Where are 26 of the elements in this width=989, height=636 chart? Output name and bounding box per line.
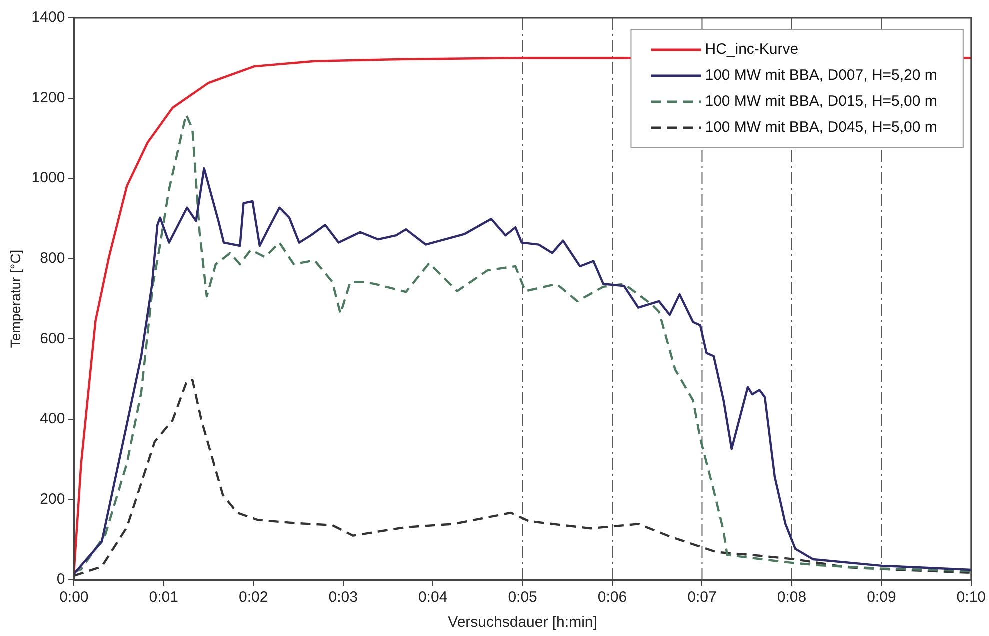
legend-label: 100 MW mit BBA, D007, H=5,20 m	[705, 67, 938, 84]
y-tick-label: 1000	[32, 170, 66, 187]
legend-label: HC_inc-Kurve	[705, 41, 799, 58]
x-tick-label: 0:05	[508, 589, 538, 606]
y-tick-label: 800	[40, 250, 66, 267]
x-tick-label: 0:06	[598, 589, 628, 606]
y-tick-label: 0	[56, 571, 66, 588]
x-tick-label: 0:02	[239, 589, 268, 606]
x-tick-label: 0:10	[956, 589, 986, 606]
y-tick-label: 600	[40, 330, 66, 348]
legend-label: 100 MW mit BBA, D015, H=5,00 m	[705, 93, 938, 110]
x-tick-label: 0:03	[328, 589, 358, 606]
legend-label: 100 MW mit BBA, D045, H=5,00 m	[705, 119, 938, 136]
line-series	[74, 378, 972, 578]
y-tick-label: 400	[40, 410, 66, 428]
y-tick-label: 200	[40, 490, 66, 508]
y-axis-title: Temperatur [°C]	[7, 250, 24, 348]
x-tick-label: 0:00	[60, 589, 89, 606]
x-tick-label: 0:07	[688, 589, 717, 606]
y-tick-label: 1200	[32, 89, 66, 106]
x-tick-label: 0:08	[777, 589, 807, 606]
y-tick-label: 1400	[32, 9, 66, 26]
x-axis-title: Versuchsdauer [h:min]	[448, 614, 598, 632]
x-tick-label: 0:04	[418, 589, 448, 606]
x-tick-label: 0:09	[867, 589, 896, 606]
x-tick-label: 0:01	[149, 589, 178, 606]
